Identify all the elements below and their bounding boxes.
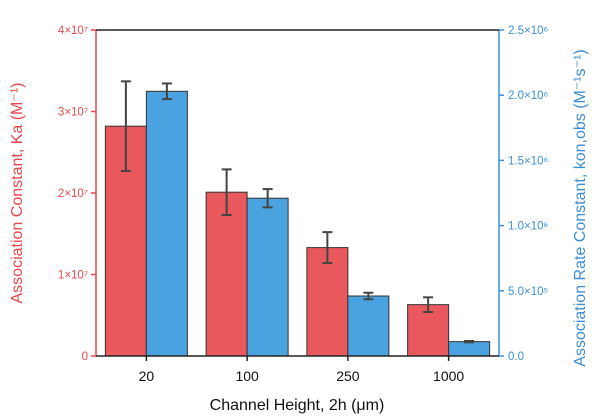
y-left-axis-label: Association Constant, Ka (M⁻¹) xyxy=(9,83,26,304)
y-left-tick-label-3: 3×10⁷ xyxy=(58,107,88,119)
y-right-tick-label-1: 5.0×10⁵ xyxy=(508,286,548,298)
y-left-tick-label-0: 0 xyxy=(82,351,88,363)
bar-left-100 xyxy=(205,191,248,357)
y-right-tick-label-5: 2.5×10⁶ xyxy=(508,25,548,37)
x-tick-label-250: 250 xyxy=(336,368,360,384)
bar-right-100 xyxy=(246,197,289,357)
y-right-axis-label: Association Rate Constant, kon,obs (M⁻¹s… xyxy=(572,49,589,366)
ticks-layer: 20 100 250 1000 0 1×10⁷ 2×10⁷ 3×10⁷ 4×10⁷ 0.0 5.0×… xyxy=(58,25,549,384)
bar-left-250 xyxy=(306,247,349,357)
x-tick-label-20: 20 xyxy=(139,368,155,384)
y-right-tick-label-4: 2.0×10⁶ xyxy=(508,90,548,102)
bar-right-1000 xyxy=(448,341,491,357)
y-right-tick-label-0: 0.0 xyxy=(508,351,524,363)
x-tick-label-100: 100 xyxy=(235,368,259,384)
y-right-tick-label-3: 1.5×10⁶ xyxy=(508,155,548,167)
y-left-tick-label-1: 1×10⁷ xyxy=(58,270,88,282)
x-tick-label-1000: 1000 xyxy=(433,368,464,384)
y-left-tick-label-2: 2×10⁷ xyxy=(58,188,88,200)
bars-layer xyxy=(104,90,491,357)
x-axis-label: Channel Height, 2h (μm) xyxy=(210,397,385,414)
error-bars-layer xyxy=(120,80,475,344)
y-left-tick-label-4: 4×10⁷ xyxy=(58,25,88,37)
y-right-tick-label-2: 1.0×10⁶ xyxy=(508,221,548,233)
bar-right-250 xyxy=(347,295,390,357)
bar-right-20 xyxy=(145,90,188,357)
